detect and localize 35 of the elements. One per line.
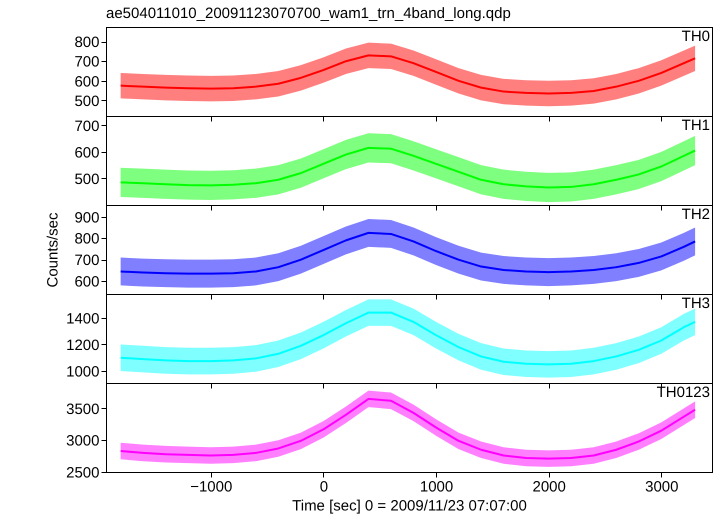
line-series [120, 146, 696, 188]
y-tick-label: 600 [74, 73, 100, 90]
y-tick-label: 600 [74, 144, 100, 162]
x-tick-label: −1000 [190, 478, 232, 496]
series-label: TH2 [682, 206, 710, 223]
x-tick-label: 0 [320, 478, 328, 496]
y-tick-label: 800 [74, 230, 100, 248]
series-label: TH0 [682, 28, 710, 45]
series-label: TH3 [682, 295, 710, 312]
line-series [120, 54, 696, 95]
series-label: TH1 [682, 117, 710, 134]
y-tick-label: 1000 [66, 364, 100, 381]
y-tick-label: 1400 [66, 310, 100, 328]
y-tick-label: 600 [74, 274, 100, 291]
y-tick-label: 500 [74, 170, 100, 188]
y-tick-label: 900 [74, 209, 100, 226]
x-tick-label: 3000 [645, 478, 678, 496]
y-tick-label: 800 [74, 34, 100, 52]
y-tick-label: 700 [74, 118, 100, 135]
y-tick-label: 3000 [66, 432, 100, 450]
series-label: TH0123 [656, 384, 710, 401]
y-tick-label: 1200 [66, 336, 100, 354]
y-tick-label: 700 [74, 54, 100, 71]
x-tick-label: 2000 [532, 478, 566, 496]
chart-title: ae504011010_20091123070700_wam1_trn_4band_long.qdp [106, 5, 511, 22]
line-series [120, 232, 696, 275]
y-tick-label: 2500 [66, 464, 100, 482]
y-axis-title: Counts/sec [44, 212, 62, 288]
y-tick-label: 500 [74, 92, 100, 110]
line-series [120, 312, 696, 366]
y-tick-label: 3500 [66, 400, 100, 418]
x-axis-title: Time [sec] 0 = 2009/11/23 07:07:00 [292, 498, 527, 514]
y-tick-label: 700 [74, 252, 100, 270]
x-tick-label: 1000 [420, 478, 454, 496]
line-series [120, 398, 696, 460]
